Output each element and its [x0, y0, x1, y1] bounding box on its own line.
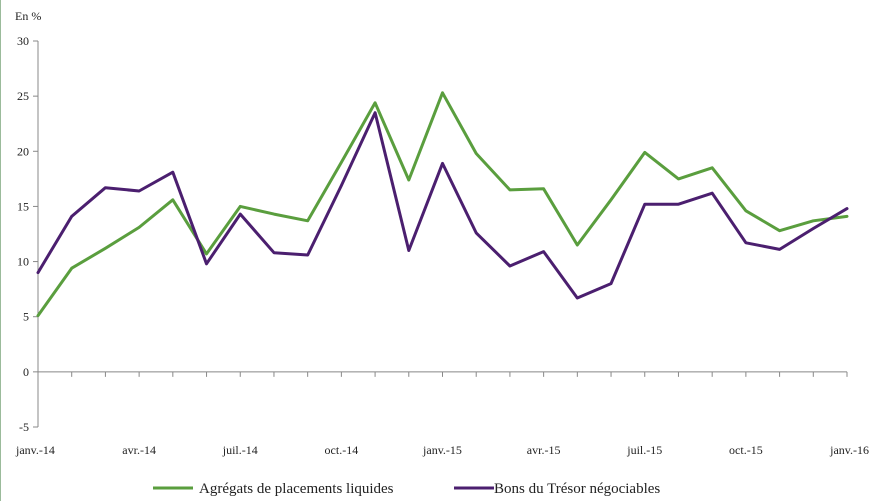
data-point [778, 229, 781, 232]
data-point [710, 166, 714, 170]
data-point [643, 203, 646, 206]
data-point [104, 247, 107, 250]
data-point [508, 264, 512, 268]
data-point [475, 231, 478, 235]
x-tick-label: juil.-14 [222, 443, 258, 457]
data-point [812, 219, 815, 222]
legend-label-1: Agrégats de placements liquides [199, 481, 394, 497]
data-point [407, 249, 410, 252]
y-tick-label: -5 [19, 420, 29, 434]
data-point [643, 151, 646, 154]
x-tick-label: avr.-15 [527, 443, 561, 457]
data-point [845, 215, 849, 218]
data-point [239, 205, 242, 208]
data-point [36, 271, 40, 274]
data-point [407, 178, 410, 182]
y-tick-label: 10 [17, 255, 29, 269]
x-tick-label: avr.-14 [122, 443, 156, 457]
x-tick-label: janv.-16 [829, 443, 869, 457]
data-point [609, 198, 613, 202]
series-layer [36, 91, 849, 318]
data-point [340, 161, 343, 164]
y-tick-label: 25 [17, 89, 29, 103]
data-point [542, 250, 545, 253]
data-point [171, 198, 175, 202]
y-tick-label: 15 [17, 199, 29, 213]
data-point [70, 215, 73, 218]
data-point [137, 226, 141, 229]
data-point [576, 296, 579, 300]
data-point [576, 243, 579, 247]
data-point [677, 177, 680, 181]
data-point [70, 266, 73, 270]
data-point [340, 184, 343, 187]
x-tick-label: janv.-14 [15, 443, 55, 457]
data-point [171, 171, 175, 174]
data-point [677, 203, 680, 206]
data-point [205, 262, 208, 265]
data-point [508, 188, 512, 192]
y-tick-label: 20 [17, 144, 29, 158]
data-point [272, 251, 276, 254]
data-point [812, 227, 815, 230]
data-point [272, 212, 276, 216]
data-point [373, 101, 377, 104]
data-point [205, 252, 208, 256]
x-tick-label: oct.-15 [729, 443, 763, 457]
data-point [306, 253, 309, 257]
x-axis: janv.-14 avr.-14 juil.-14 oct.-14 janv.-15 av… [15, 371, 869, 457]
x-tick-label: janv.-15 [422, 443, 462, 457]
data-point [710, 191, 714, 195]
legend-label-2: Bons du Trésor négociables [494, 481, 660, 497]
x-tick-label: juil.-15 [626, 443, 662, 457]
data-point [609, 282, 613, 285]
y-axis-unit-label: En % [15, 9, 41, 23]
data-point [475, 152, 478, 155]
data-point [744, 241, 748, 245]
y-tick-label: 5 [23, 310, 29, 324]
data-point [744, 209, 748, 213]
y-axis: -5 0 5 10 15 20 25 30 [17, 34, 39, 434]
data-point [239, 212, 242, 216]
x-tick-label: oct.-14 [325, 443, 359, 457]
data-point [441, 91, 444, 95]
data-point [441, 162, 444, 165]
data-point [845, 207, 849, 210]
y-tick-label: 30 [17, 34, 29, 48]
series-line-1 [36, 91, 849, 318]
data-point [778, 248, 781, 251]
y-tick-label: 0 [23, 365, 29, 379]
data-point [306, 219, 309, 222]
series-line-2 [36, 111, 849, 300]
data-point [104, 186, 107, 189]
data-point [36, 314, 40, 317]
data-point [137, 189, 141, 193]
data-point [542, 187, 545, 190]
data-point [373, 111, 377, 114]
legend: Agrégats de placements liquides Bons du T… [153, 481, 660, 497]
